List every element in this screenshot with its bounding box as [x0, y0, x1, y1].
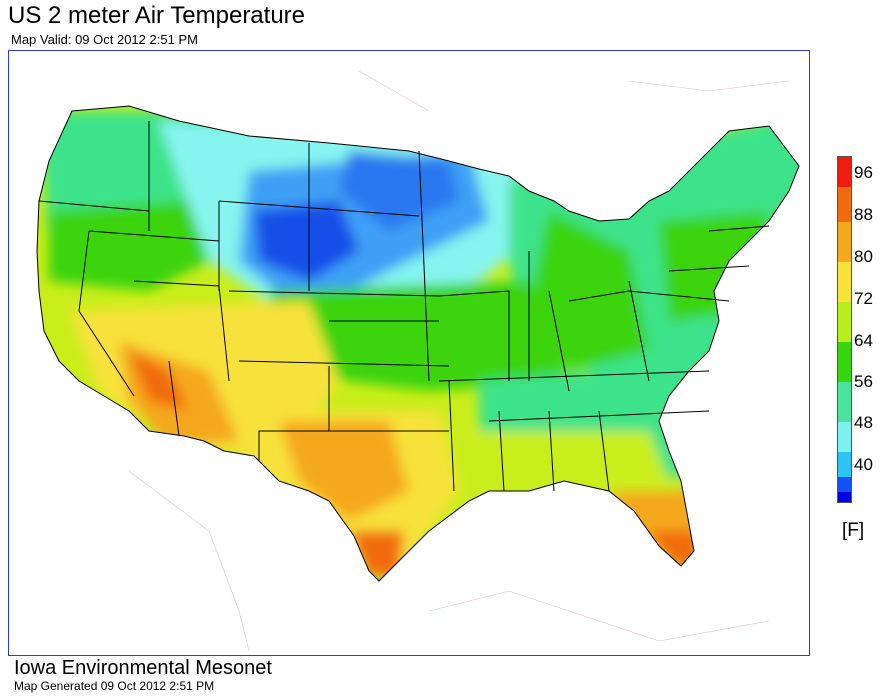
legend-swatch: [838, 157, 851, 187]
legend-swatch: [838, 422, 851, 452]
map-title: US 2 meter Air Temperature: [8, 2, 306, 29]
legend-swatch: [838, 342, 851, 382]
legend-label: 64: [854, 331, 873, 350]
legend-swatch: [838, 222, 851, 262]
legend-label: 56: [854, 372, 873, 391]
temperature-map: [36, 70, 800, 652]
legend-swatch: [838, 477, 851, 492]
map-frame: [8, 50, 810, 656]
legend-label: 40: [854, 455, 873, 474]
map-valid-time: Map Valid: 09 Oct 2012 2:51 PM: [11, 32, 198, 47]
legend-label: 48: [854, 413, 873, 432]
legend-swatch: [838, 492, 851, 502]
legend-swatch: [838, 187, 851, 222]
legend-unit: [F]: [842, 520, 865, 541]
legend-swatch: [838, 302, 851, 342]
legend-swatch: [838, 382, 851, 422]
legend-label: 72: [854, 289, 873, 308]
footer-org-name: Iowa Environmental Mesonet: [14, 657, 272, 679]
legend-label: 80: [854, 247, 873, 266]
legend-color-bar: [837, 156, 852, 503]
legend-swatch: [838, 452, 851, 477]
legend-label: 88: [854, 205, 873, 224]
temperature-field: [37, 106, 799, 581]
footer-generated-time: Map Generated 09 Oct 2012 2:51 PM: [14, 679, 215, 693]
temperature-legend: 96 88 80 72 64 56 48 40: [832, 156, 882, 516]
legend-swatch: [838, 262, 851, 302]
state-borders: [36, 105, 800, 582]
surrounding-coastlines: [128, 70, 790, 652]
legend-label: 96: [854, 163, 873, 182]
